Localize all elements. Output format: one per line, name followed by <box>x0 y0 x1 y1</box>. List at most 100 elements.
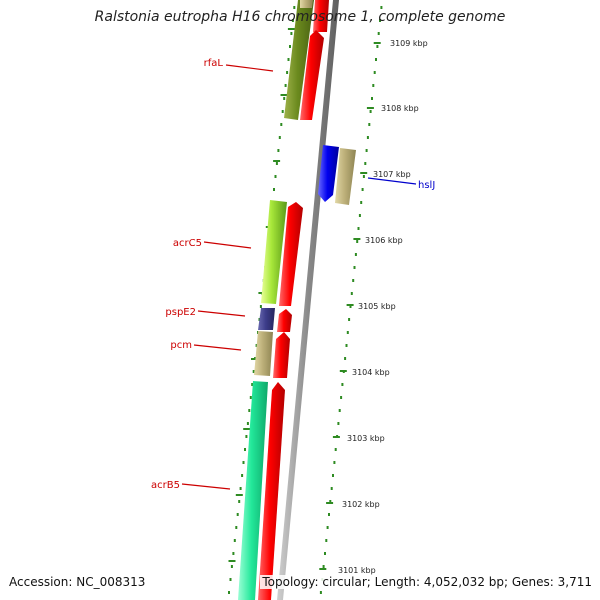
inner-tick-dot <box>280 123 283 126</box>
inner-tick-dot <box>286 71 289 74</box>
inner-tick-dot <box>293 6 296 9</box>
inner-tick-dot <box>248 409 251 412</box>
gene-label-rfal: rfaL <box>204 58 224 69</box>
outer-tick-major <box>346 304 354 306</box>
inner-tick-dot <box>229 578 232 581</box>
inner-tick-dot <box>291 19 294 22</box>
outer-tick-dot <box>380 6 383 9</box>
gene-tan-top <box>300 0 313 8</box>
outer-tick-dot <box>334 448 337 451</box>
outer-tick-dot <box>345 344 348 347</box>
outer-tick-dot <box>346 331 349 334</box>
callout-pspe2 <box>197 310 246 317</box>
outer-tick-dot <box>338 409 341 412</box>
scale-label: 3103 kbp <box>347 434 385 443</box>
gene-mint-acrb5 <box>238 381 268 600</box>
inner-tick-major <box>273 160 281 162</box>
inner-tick-dot <box>239 487 242 490</box>
gene-label-pcm: pcm <box>170 340 192 351</box>
outer-tick-major <box>339 370 347 372</box>
outer-tick-major <box>360 172 368 174</box>
outer-tick-dot <box>361 188 364 191</box>
outer-tick-dot <box>373 71 376 74</box>
scale-label: 3102 kbp <box>342 500 380 509</box>
gene-blue-hslj <box>318 145 339 202</box>
scale-labels: 3109 kbp 3108 kbp 3107 kbp 3106 kbp 3105… <box>338 39 428 575</box>
inner-tick-dot <box>277 149 280 152</box>
inner-tick-dot <box>245 435 248 438</box>
outer-tick-dot <box>365 149 368 152</box>
outer-tick-dot <box>352 279 355 282</box>
inner-tick-dot <box>228 591 230 594</box>
scale-label: 3101 kbp <box>338 566 376 575</box>
scale-label: 3105 kbp <box>358 302 396 311</box>
outer-tick-dot <box>356 240 359 243</box>
gene-red-6 <box>258 382 285 600</box>
outer-tick-major <box>353 238 361 240</box>
outer-tick-dot <box>341 383 344 386</box>
inner-tick-dot <box>232 552 235 555</box>
inner-tick-dot <box>252 370 255 373</box>
outer-tick-dot <box>322 565 325 568</box>
inner-tick-major <box>228 560 236 562</box>
callout-hslj <box>367 177 417 185</box>
gene-label-hslj: hslJ <box>418 180 435 191</box>
outer-tick-dot <box>328 513 330 516</box>
inner-tick-dot <box>275 162 278 165</box>
outer-tick-dot <box>329 500 332 503</box>
inner-tick-dot <box>235 526 238 529</box>
outer-tick-dot <box>354 253 357 256</box>
inner-tick-dot <box>238 500 241 503</box>
outer-tick-dot <box>330 487 333 490</box>
inner-tick-dot <box>233 539 236 542</box>
map-title: Ralstonia eutropha H16 chromosome 1, com… <box>94 9 506 25</box>
genome-summary-text: Topology: circular; Length: 4,052,032 bp… <box>260 575 592 589</box>
scale-label: 3109 kbp <box>390 39 428 48</box>
outer-tick-dot <box>350 292 353 295</box>
inner-tick-dot <box>246 422 249 425</box>
outer-tick-dot <box>372 84 375 87</box>
outer-tick-dot <box>358 214 361 217</box>
inner-tick-dot <box>249 396 252 399</box>
outer-tick-dot <box>369 110 372 113</box>
outer-tick-dot <box>368 123 371 126</box>
gene-red-3 <box>279 202 303 306</box>
outer-tick-dot <box>326 526 329 529</box>
inner-tick-dot <box>242 461 245 464</box>
outer-tick-dot <box>379 19 381 22</box>
gene-label-acrb5: acrB5 <box>151 480 180 491</box>
scale-label: 3108 kbp <box>381 104 419 113</box>
outer-tick-dot <box>325 539 328 542</box>
outer-tick-major <box>326 502 334 504</box>
outer-tick-dot <box>371 97 373 100</box>
outer-tick-major <box>332 436 340 438</box>
outer-tick-dot <box>366 136 369 139</box>
callout-acrc5 <box>203 241 252 249</box>
inner-tick-dot <box>230 565 233 568</box>
outer-tick-dot <box>319 591 322 594</box>
inner-tick-dot <box>274 175 277 178</box>
inner-tick-major <box>251 358 258 360</box>
outer-tick-dot <box>349 305 352 308</box>
inner-tick-major <box>243 428 251 430</box>
gene-red-1 <box>313 0 329 32</box>
outer-tick-dot <box>375 58 377 61</box>
outer-tick-major <box>366 107 374 109</box>
inner-tick-dot <box>236 513 239 516</box>
inner-tick-major <box>287 28 295 30</box>
gene-navy-pspe2 <box>258 308 275 330</box>
outer-tick-dot <box>344 357 347 360</box>
inner-tick-dot <box>251 383 254 386</box>
gene-lime-acrc5 <box>261 200 287 304</box>
inner-tick-dot <box>284 84 287 87</box>
outer-tick-dot <box>357 227 360 230</box>
inner-tick-dot <box>290 32 293 35</box>
outer-tick-dot <box>360 201 363 204</box>
outer-tick-dot <box>362 175 365 178</box>
outer-tick-dot <box>333 461 336 464</box>
callout-rfal <box>225 64 274 72</box>
outer-tick-major <box>373 42 381 44</box>
outer-tick-dot <box>376 45 379 48</box>
outer-tick-dot <box>340 396 343 399</box>
